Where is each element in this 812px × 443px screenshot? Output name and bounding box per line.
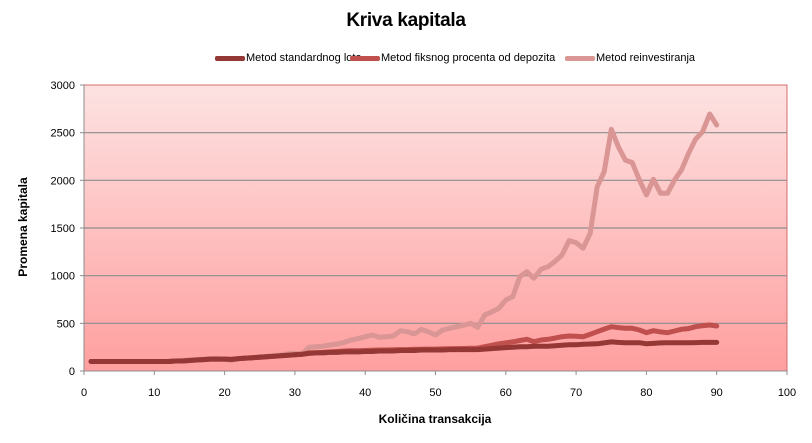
- axes: [80, 84, 788, 375]
- legend: Metod standardnog lota Metod fiksnog pro…: [0, 52, 812, 68]
- x-tick-label: 90: [711, 387, 723, 399]
- x-tick-label: 10: [148, 387, 160, 399]
- y-tick-label: 0: [69, 366, 75, 378]
- legend-label: Metod standardnog lota: [246, 52, 362, 64]
- legend-item-standard-lot: Metod standardnog lota: [215, 52, 362, 64]
- x-tick-label: 20: [218, 387, 230, 399]
- y-tick-label: 2500: [51, 128, 75, 140]
- legend-label: Metod reinvestiranja: [596, 52, 696, 64]
- x-tick-label: 60: [500, 387, 512, 399]
- gridlines: [84, 132, 787, 324]
- series-line-0: [88, 339, 720, 364]
- x-tick-label: 100: [778, 387, 796, 399]
- legend-label: Metod fiksnog procenta od depozita: [381, 52, 556, 64]
- y-axis-ticks: 0 500 1000 1500 2000 2500 3000: [51, 80, 75, 378]
- x-tick-label: 40: [359, 387, 371, 399]
- x-tick-label: 70: [570, 387, 582, 399]
- y-tick-label: 3000: [51, 80, 75, 92]
- y-tick-label: 500: [57, 318, 75, 330]
- legend-swatch-standard-lot: [215, 55, 245, 61]
- legend-item-reinvest: Metod reinvestiranja: [565, 52, 695, 64]
- x-axis-label: Količina transakcija: [378, 412, 492, 426]
- x-tick-label: 80: [640, 387, 652, 399]
- legend-swatch-reinvest: [565, 55, 595, 61]
- legend-swatch-fixed-percent: [350, 55, 380, 61]
- legend-item-fixed-percent: Metod fiksnog procenta od depozita: [350, 52, 555, 64]
- chart-title: Kriva kapitala: [346, 10, 466, 31]
- x-tick-label: 50: [429, 387, 441, 399]
- series-lines: [88, 111, 720, 364]
- y-tick-label: 2000: [51, 175, 75, 187]
- x-axis-ticks: 0 10 20 30 40 50 60 70 80 90 100: [81, 387, 796, 399]
- x-tick-label: 30: [289, 387, 301, 399]
- x-tick-label: 0: [81, 387, 87, 399]
- y-tick-label: 1000: [51, 271, 75, 283]
- y-tick-label: 1500: [51, 223, 75, 235]
